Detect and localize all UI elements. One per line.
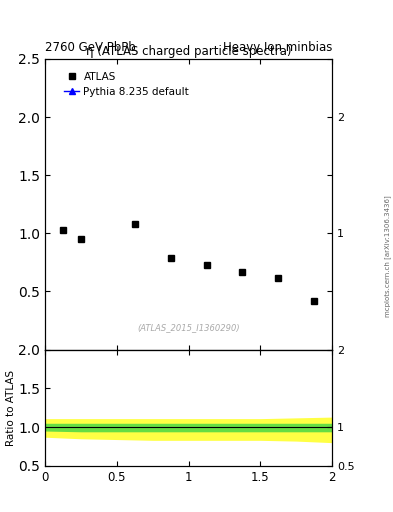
Text: (ATLAS_2015_I1360290): (ATLAS_2015_I1360290) xyxy=(137,323,240,332)
Y-axis label: Ratio to ATLAS: Ratio to ATLAS xyxy=(6,370,16,446)
ATLAS xyxy=(168,254,173,261)
ATLAS xyxy=(276,274,281,281)
Title: η (ATLAS charged particle spectra): η (ATLAS charged particle spectra) xyxy=(86,45,291,58)
ATLAS xyxy=(61,227,66,233)
ATLAS xyxy=(312,297,316,304)
ATLAS xyxy=(79,236,83,242)
ATLAS xyxy=(204,262,209,268)
Legend: ATLAS, Pythia 8.235 default: ATLAS, Pythia 8.235 default xyxy=(60,68,193,101)
Line: ATLAS: ATLAS xyxy=(60,221,318,304)
Text: 2760 GeV PbPb: 2760 GeV PbPb xyxy=(45,41,136,54)
Text: Heavy Ion minbias: Heavy Ion minbias xyxy=(223,41,332,54)
ATLAS xyxy=(132,221,137,227)
ATLAS xyxy=(240,269,245,275)
Text: mcplots.cern.ch [arXiv:1306.3436]: mcplots.cern.ch [arXiv:1306.3436] xyxy=(384,195,391,317)
